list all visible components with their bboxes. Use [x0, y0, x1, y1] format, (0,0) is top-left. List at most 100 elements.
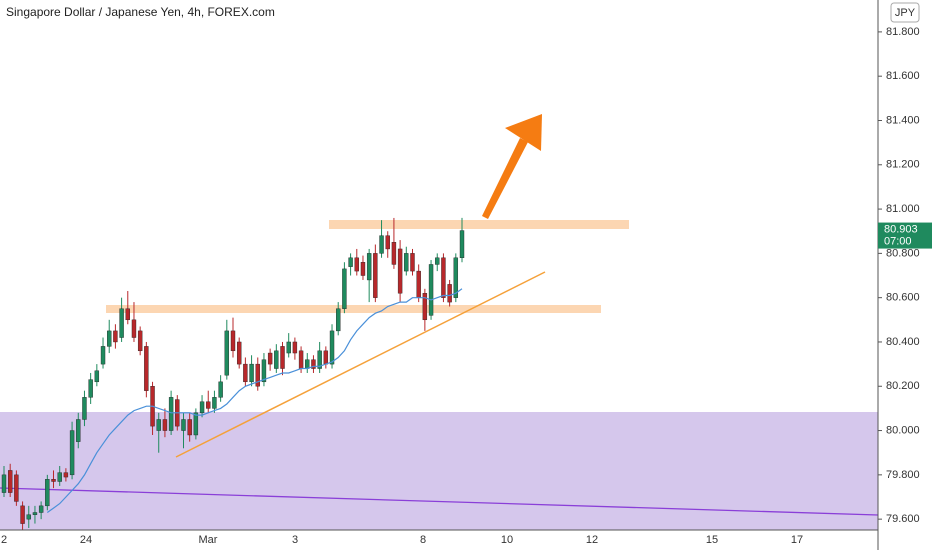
y-tick-label: 80.400 [886, 336, 920, 348]
candle-body [45, 479, 50, 507]
candle-body [311, 359, 316, 369]
y-tick-label: 81.800 [886, 26, 920, 38]
candle-body [255, 363, 260, 387]
y-tick-label: 81.000 [886, 203, 920, 215]
candle-body [261, 359, 267, 383]
currency: JPY [895, 7, 916, 19]
candle-body [428, 264, 434, 316]
candle-body [187, 419, 192, 436]
candle-body [7, 470, 13, 493]
candle-body [373, 253, 378, 298]
candle-body [230, 330, 236, 352]
x-tick-label: 10 [501, 534, 513, 546]
candle-body [249, 363, 254, 383]
moving-average [46, 288, 463, 513]
candle-body [391, 242, 397, 265]
candle-body [416, 270, 421, 298]
candle-body [57, 472, 62, 482]
candle-body [218, 381, 223, 398]
candle-body [298, 350, 304, 369]
support-zone [106, 305, 601, 313]
currency-box[interactable] [890, 2, 920, 23]
candle-body [274, 350, 279, 369]
candle-body [224, 330, 230, 376]
candle-body [69, 430, 75, 476]
candle-body [212, 397, 217, 409]
candle-body [360, 262, 366, 276]
x-tick-label: 17 [791, 534, 803, 546]
candle-body [32, 512, 38, 515]
x-tick-label: 8 [420, 534, 426, 546]
candle-body [125, 308, 130, 321]
candle-body [107, 330, 112, 347]
y-tick-label: 79.600 [886, 513, 920, 525]
candle-body [119, 308, 124, 338]
candle-body [435, 257, 440, 265]
candle-body [76, 419, 81, 442]
candle-body [181, 419, 186, 431]
candle-body [14, 474, 19, 502]
candle-body [94, 370, 100, 383]
candle-body [280, 346, 285, 369]
candle-body [348, 257, 353, 267]
last-price: 80.903 [884, 223, 918, 235]
purple-trendline [0, 487, 879, 516]
candle-body [422, 293, 428, 321]
candle-body [131, 319, 137, 338]
candle-body [137, 330, 143, 352]
candle-body [305, 359, 310, 369]
x-tick-label: 24 [80, 534, 92, 546]
x-tick-label: 15 [706, 534, 718, 546]
last-price-box [878, 222, 932, 249]
y-tick-label: 80.200 [886, 380, 920, 392]
candle-body [156, 419, 161, 431]
chart-title: Singapore Dollar / Japanese Yen, 4h, FOR… [6, 5, 275, 19]
candle-body [292, 341, 298, 354]
candle-body [51, 479, 56, 482]
candle-body [26, 514, 31, 520]
candle-body [193, 412, 199, 436]
x-tick-label: 3 [292, 534, 298, 546]
candle-body [317, 350, 322, 369]
candle-body [447, 284, 452, 303]
candle-body [144, 346, 149, 391]
candle-body [404, 253, 409, 272]
candle-body [199, 401, 205, 414]
candle-body [397, 248, 403, 294]
candle-body [38, 505, 44, 513]
candle-body [1, 474, 7, 493]
candle-body [63, 472, 69, 478]
y-tick-label: 81.600 [886, 70, 920, 82]
candle-body [88, 379, 93, 398]
candle-body [168, 397, 174, 431]
candle-body [243, 363, 248, 383]
candle-body [410, 253, 415, 272]
candle-body [366, 253, 372, 281]
candle-body [354, 257, 359, 272]
y-tick-label: 79.800 [886, 469, 920, 481]
y-tick-label: 80.600 [886, 292, 920, 304]
x-tick-label: 12 [586, 534, 598, 546]
candle-body [206, 401, 211, 409]
orange-trendline [175, 271, 546, 458]
y-tick-label: 80.800 [886, 247, 920, 259]
candle-body [441, 257, 446, 298]
candle-body [82, 397, 87, 420]
candle-body [20, 505, 25, 524]
demand-zone [0, 412, 878, 530]
candle-body [459, 230, 465, 259]
candle-body [323, 350, 329, 365]
candles [1, 217, 465, 531]
candle-body [385, 235, 390, 250]
candle-body [329, 330, 335, 365]
countdown: 07:00 [884, 235, 912, 247]
resistance-zone [329, 220, 629, 229]
candle-body [100, 346, 106, 365]
candle-body [267, 352, 273, 365]
y-tick-label: 80.000 [886, 424, 920, 436]
y-tick-label: 81.200 [886, 159, 920, 171]
candle-body [162, 419, 168, 431]
candle-body [236, 341, 242, 365]
y-tick-label: 81.400 [886, 114, 920, 126]
